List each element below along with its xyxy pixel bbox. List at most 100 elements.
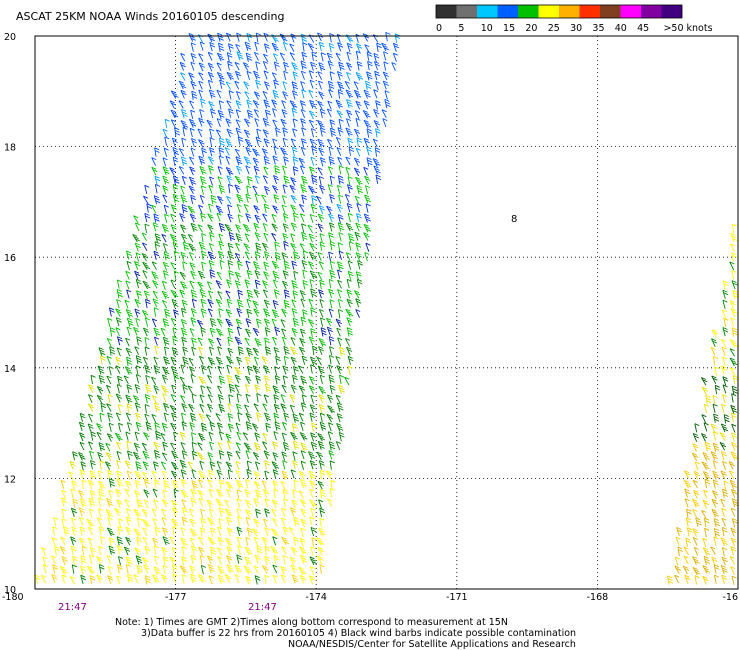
- wind-barb: [317, 138, 325, 148]
- wind-barb: [70, 545, 77, 555]
- wind-barb: [116, 336, 123, 346]
- wind-barb: [208, 575, 214, 585]
- wind-barb: [226, 364, 232, 374]
- wind-barb: [273, 194, 280, 204]
- wind-barb: [171, 384, 177, 394]
- wind-barb: [271, 213, 277, 223]
- x-tick-label: -168: [587, 592, 609, 603]
- wind-barb: [210, 194, 217, 205]
- wind-barb: [116, 279, 123, 289]
- wind-barb: [280, 403, 287, 413]
- wind-barb: [309, 138, 316, 148]
- wind-barb: [290, 546, 298, 556]
- wind-barb: [207, 33, 215, 43]
- wind-barb: [69, 576, 76, 585]
- wind-barb: [244, 383, 251, 394]
- wind-barb: [216, 62, 222, 72]
- wind-barb: [133, 442, 140, 452]
- wind-barb: [318, 289, 325, 299]
- wind-barb: [182, 241, 190, 251]
- wind-barb: [125, 250, 132, 260]
- wind-barb: [355, 222, 362, 232]
- wind-barb: [263, 53, 269, 63]
- wind-barb: [262, 432, 268, 442]
- wind-barb: [301, 89, 307, 99]
- wind-barb: [134, 308, 141, 318]
- wind-barb: [261, 565, 269, 574]
- wind-barb: [234, 252, 241, 262]
- wind-barb: [263, 450, 270, 460]
- wind-barb: [152, 574, 160, 584]
- wind-barb: [318, 176, 324, 186]
- wind-barb: [133, 451, 141, 461]
- wind-barb: [218, 137, 225, 147]
- wind-barb: [227, 469, 233, 479]
- wind-barb: [182, 384, 188, 394]
- wind-barb: [264, 383, 272, 393]
- wind-barb: [125, 308, 133, 318]
- wind-barb: [375, 128, 381, 138]
- wind-barb: [261, 480, 267, 490]
- wind-barb: [246, 468, 252, 479]
- wind-barb: [105, 452, 113, 461]
- wind-barb: [319, 564, 325, 574]
- wind-barb: [720, 470, 727, 480]
- wind-barb: [355, 309, 361, 318]
- wind-barb: [152, 298, 159, 308]
- wind-barb: [281, 100, 287, 110]
- wind-barb: [245, 213, 252, 223]
- wind-barb: [169, 233, 178, 243]
- wind-barb: [217, 176, 223, 186]
- wind-barb: [731, 385, 738, 395]
- wind-barb: [234, 374, 241, 384]
- wind-barb: [731, 518, 738, 528]
- wind-barb: [217, 250, 224, 260]
- wind-barb: [133, 215, 139, 224]
- wind-barb: [236, 498, 242, 508]
- wind-barb: [261, 356, 268, 365]
- wind-barb: [720, 365, 727, 375]
- wind-barb: [246, 185, 252, 195]
- wind-barb: [227, 60, 233, 71]
- wind-barb: [381, 42, 389, 52]
- wind-barb: [326, 52, 333, 62]
- wind-barb: [225, 433, 232, 443]
- wind-barb: [365, 185, 371, 195]
- wind-barb: [721, 556, 728, 566]
- wind-barb: [180, 537, 188, 547]
- wind-barb: [153, 461, 159, 471]
- wind-barb: [355, 252, 362, 261]
- wind-barb: [198, 536, 204, 546]
- wind-barb: [309, 213, 315, 224]
- wind-barb: [703, 489, 709, 499]
- wind-barb: [161, 385, 169, 394]
- wind-barb: [235, 156, 243, 166]
- wind-barb: [126, 260, 132, 271]
- wind-barb: [200, 308, 207, 318]
- wind-barb: [163, 204, 169, 215]
- wind-barb: [329, 119, 336, 129]
- wind-barb: [252, 148, 260, 157]
- wind-barb: [142, 270, 148, 279]
- wind-barb: [300, 146, 306, 156]
- wind-barb: [116, 441, 122, 451]
- wind-barb: [263, 232, 269, 242]
- wind-barb: [711, 556, 718, 566]
- wind-barb: [702, 565, 711, 574]
- wind-barb: [173, 431, 179, 442]
- wind-barb: [181, 516, 188, 527]
- wind-barb: [190, 317, 197, 327]
- wind-barb: [310, 394, 316, 404]
- wind-barb: [135, 374, 141, 384]
- wind-barb: [337, 156, 343, 166]
- wind-barb: [51, 537, 57, 547]
- legend-swatch: [477, 5, 498, 18]
- wind-barb: [197, 337, 203, 347]
- wind-barb: [337, 175, 344, 185]
- wind-barb: [181, 175, 187, 185]
- wind-barb: [373, 120, 380, 129]
- wind-barb: [271, 528, 279, 537]
- wind-barb: [692, 479, 698, 489]
- wind-barb: [282, 41, 288, 51]
- wind-barb: [172, 156, 179, 167]
